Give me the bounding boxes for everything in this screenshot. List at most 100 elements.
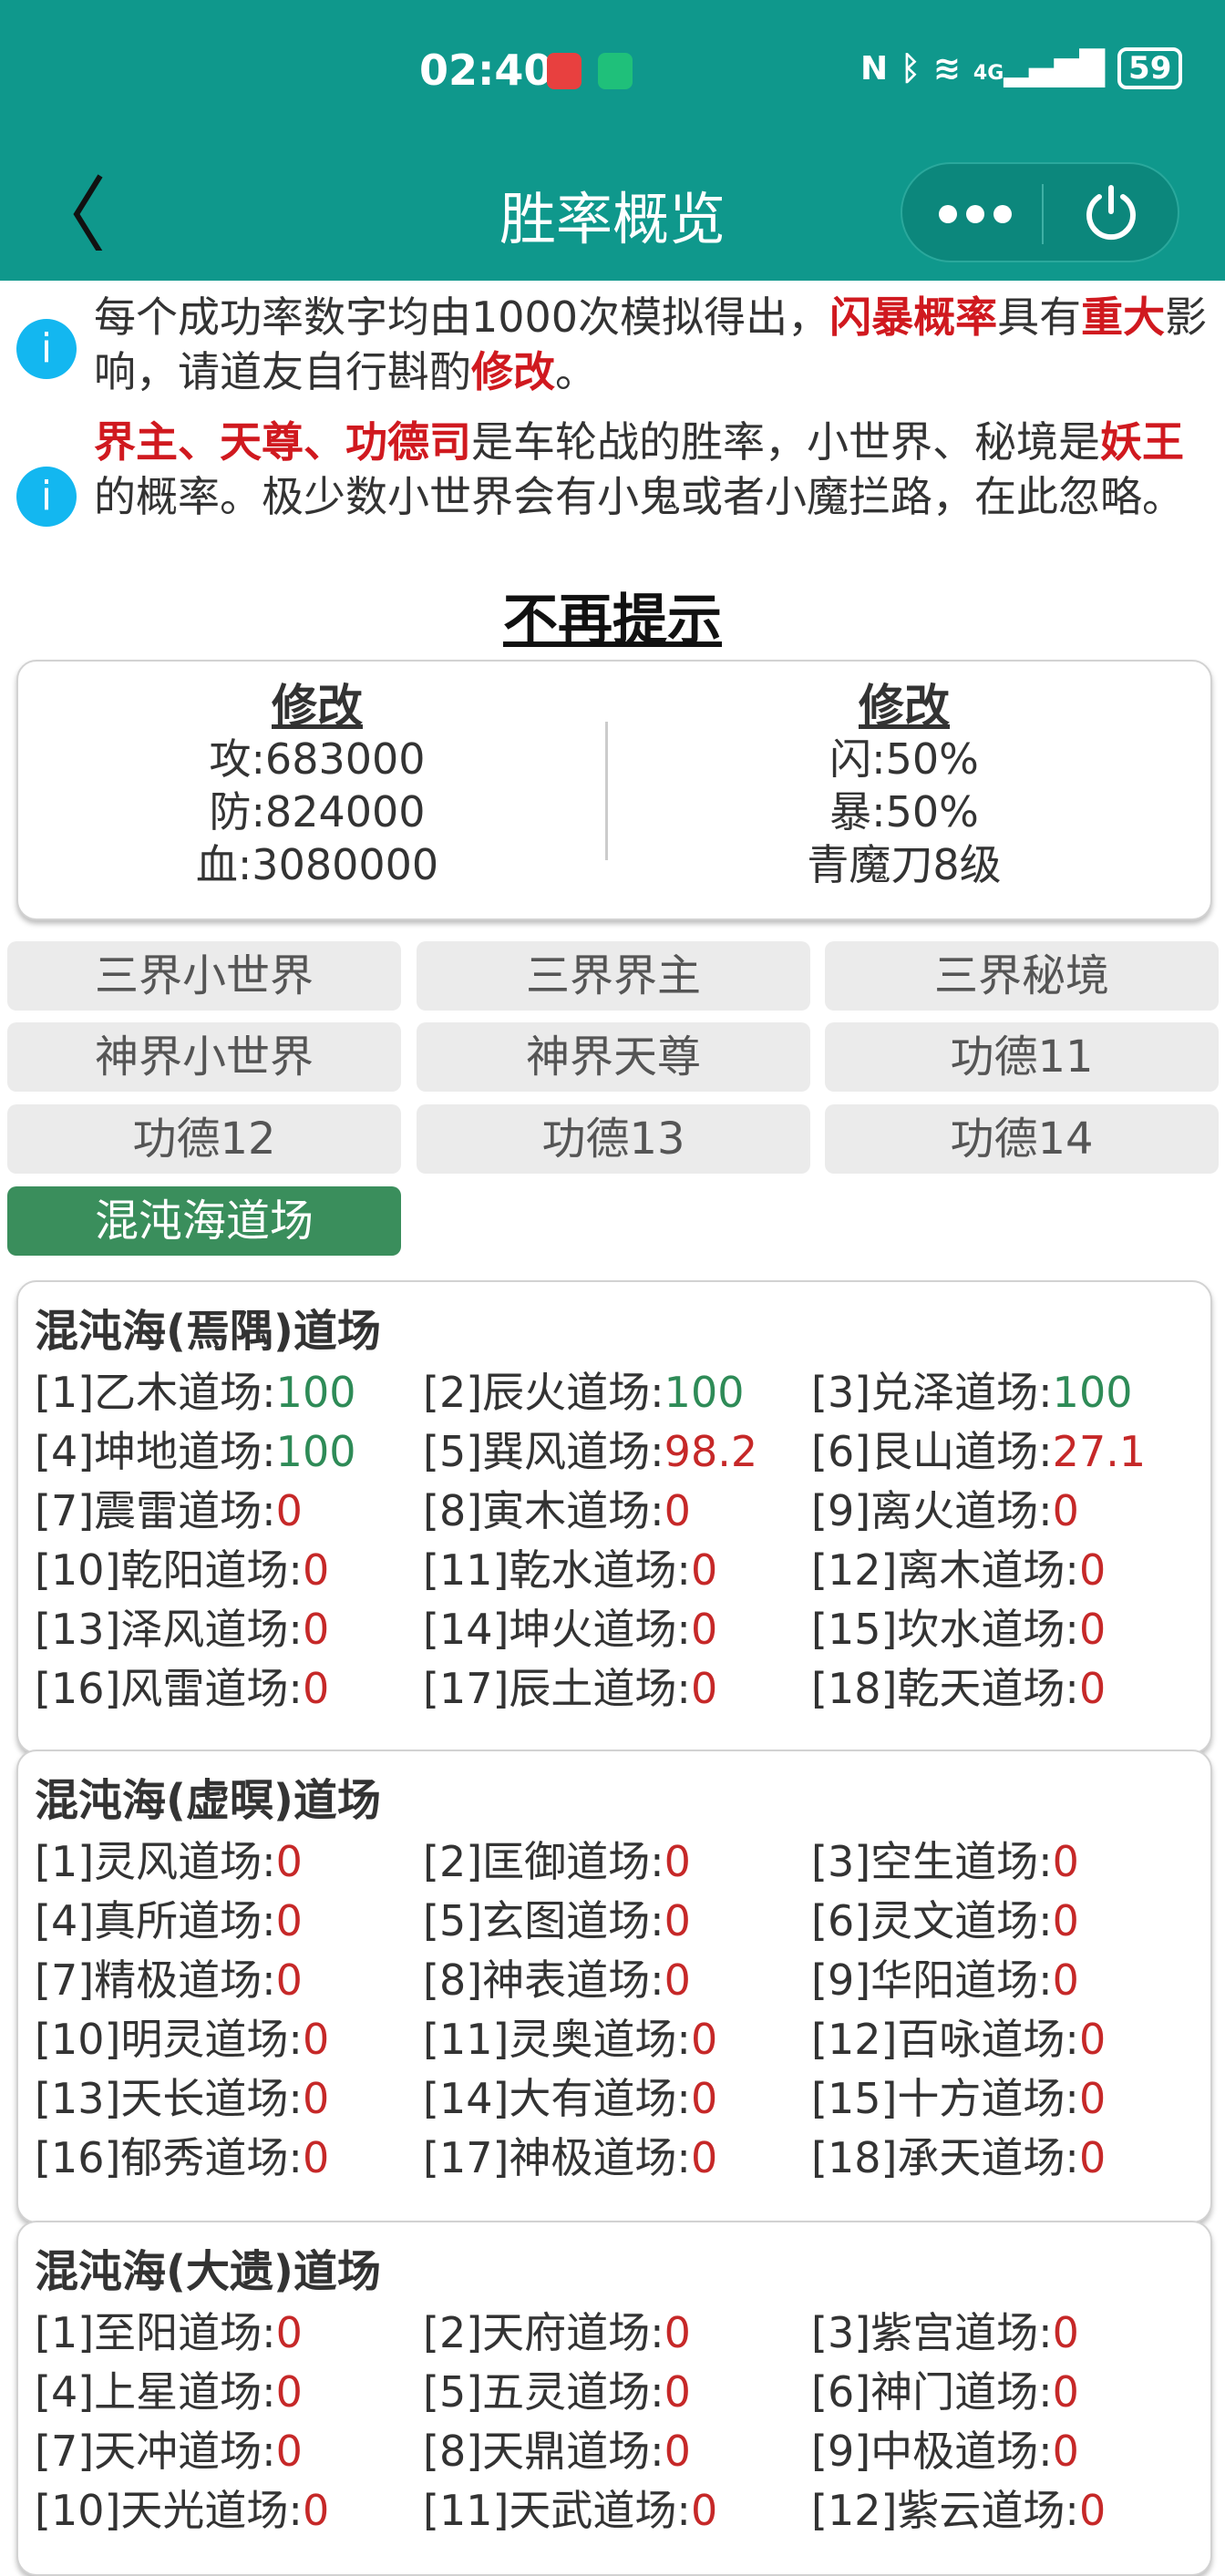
emphasis-text: 闪暴概率 <box>829 292 998 342</box>
dojo-name: [3]兑泽道场: <box>811 1368 1053 1417</box>
win-rate-value: 0 <box>664 1955 691 2005</box>
dojo-section-card: 混沌海(虚暝)道场 [1]灵风道场:0 [2]匡御道场:0 [3]空生道场:0 [4]真… <box>16 1750 1212 2223</box>
dojo-name: [13]天长道场: <box>35 2074 303 2123</box>
dojo-item: [13]泽风道场:0 <box>35 1596 329 1657</box>
chevron-left-icon[interactable] <box>64 169 118 251</box>
wifi-6-icon: ≋ <box>932 49 961 87</box>
win-rate-value: 0 <box>664 2367 691 2417</box>
dojo-name: [2]天府道场: <box>423 2308 664 2357</box>
dojo-name: [7]天冲道场: <box>35 2427 276 2476</box>
win-rate-value: 27.1 <box>1052 1427 1147 1476</box>
win-rate-value: 0 <box>664 2308 691 2357</box>
dojo-name: [17]神极道场: <box>423 2133 691 2182</box>
tab-6[interactable]: 功德11 <box>825 1022 1219 1092</box>
dojo-name: [14]大有道场: <box>423 2074 691 2123</box>
dojo-name: [1]乙木道场: <box>35 1368 276 1417</box>
column-divider <box>605 722 608 860</box>
tab-3[interactable]: 三界秘境 <box>825 941 1219 1011</box>
weapon-level: 青魔刀8级 <box>807 840 1002 889</box>
dojo-name: [10]明灵道场: <box>35 2015 303 2064</box>
tab-1[interactable]: 三界小世界 <box>7 941 401 1011</box>
notice-text: 具有 <box>997 292 1082 342</box>
dojo-name: [6]神门道场: <box>811 2367 1053 2417</box>
win-rate-value: 0 <box>302 2015 330 2064</box>
win-rate-value: 0 <box>1052 1896 1079 1945</box>
dojo-item: [1]乙木道场:100 <box>35 1360 355 1420</box>
dojo-item: [1]至阳道场:0 <box>35 2300 303 2360</box>
win-rate-value: 0 <box>1052 1837 1079 1886</box>
tab-7[interactable]: 功德12 <box>7 1104 401 1174</box>
dojo-item: [17]辰土道场:0 <box>423 1656 717 1716</box>
dojo-item: [4]真所道场:0 <box>35 1888 303 1948</box>
dojo-item: [5]巽风道场:98.2 <box>423 1419 757 1479</box>
win-rate-value: 0 <box>1052 1486 1079 1535</box>
win-rate-value: 0 <box>275 2308 303 2357</box>
win-rate-value: 0 <box>690 2133 718 2182</box>
win-rate-value: 100 <box>275 1427 356 1476</box>
huawei-app-icon <box>547 53 582 89</box>
dojo-name: [9]华阳道场: <box>811 1955 1053 2005</box>
win-rate-value: 0 <box>275 1837 303 1886</box>
dojo-name: [16]风雷道场: <box>35 1664 303 1713</box>
dojo-name: [15]坎水道场: <box>811 1605 1079 1654</box>
dojo-name: [1]灵风道场: <box>35 1837 276 1886</box>
win-rate-value: 0 <box>664 1837 691 1886</box>
tab-5[interactable]: 神界天尊 <box>417 1022 810 1092</box>
win-rate-value: 0 <box>690 2486 718 2535</box>
4g-signal-icon: 4G▂▄▆█ <box>973 49 1106 87</box>
edit-rates-link[interactable]: 修改 <box>859 680 950 733</box>
notice-text: 是车轮战的胜率，小世界、秘境是 <box>471 417 1100 467</box>
more-dots-icon[interactable] <box>939 200 1012 228</box>
dojo-name: [9]离火道场: <box>811 1486 1053 1535</box>
dojo-item: [11]灵奥道场:0 <box>423 2006 717 2067</box>
dojo-name: [5]巽风道场: <box>423 1427 664 1476</box>
dojo-name: [2]辰火道场: <box>423 1368 664 1417</box>
dojo-name: [11]乾水道场: <box>423 1545 691 1595</box>
win-rate-value: 0 <box>1078 1545 1107 1595</box>
edit-rates-column: 修改 闪:50% 暴:50% 青魔刀8级 <box>605 680 1203 891</box>
dojo-name: [11]天武道场: <box>423 2486 691 2535</box>
win-rate-value: 0 <box>302 1605 330 1654</box>
dojo-name: [6]艮山道场: <box>811 1427 1053 1476</box>
dojo-name: [7]精极道场: <box>35 1955 276 2005</box>
dojo-item: [10]明灵道场:0 <box>35 2006 329 2067</box>
tab-9[interactable]: 功德14 <box>825 1104 1219 1174</box>
capsule-divider <box>1042 184 1044 244</box>
tab-8[interactable]: 功德13 <box>417 1104 810 1174</box>
win-rate-value: 98.2 <box>664 1427 758 1476</box>
dojo-item: [2]辰火道场:100 <box>423 1360 744 1420</box>
tab-2[interactable]: 三界界主 <box>417 941 810 1011</box>
win-rate-value: 0 <box>690 2015 718 2064</box>
dojo-item: [3]空生道场:0 <box>811 1829 1079 1889</box>
win-rate-value: 0 <box>302 1545 330 1595</box>
defense-value: 防:824000 <box>209 787 426 836</box>
notice-text: 影响，请道友自行斟酌 <box>94 292 1208 396</box>
win-rate-value: 0 <box>1052 2367 1079 2417</box>
dojo-item: [8]寅木道场:0 <box>423 1478 691 1538</box>
dojo-item: [12]离木道场:0 <box>811 1537 1106 1597</box>
battery-icon: 59 <box>1117 47 1183 89</box>
edit-stats-link[interactable]: 修改 <box>272 680 363 733</box>
tab-4[interactable]: 神界小世界 <box>7 1022 401 1092</box>
dojo-name: [17]辰土道场: <box>423 1664 691 1713</box>
dojo-item: [15]十方道场:0 <box>811 2066 1106 2126</box>
tab-10[interactable]: 混沌海道场 <box>7 1186 401 1256</box>
win-rate-value: 0 <box>1052 2427 1079 2476</box>
dismiss-tips-link[interactable]: 不再提示 <box>503 589 722 652</box>
dojo-item: [18]乾天道场:0 <box>811 1656 1106 1716</box>
hp-value: 血:3080000 <box>195 840 439 889</box>
win-rate-value: 0 <box>690 1605 718 1654</box>
dojo-item: [3]紫宫道场:0 <box>811 2300 1079 2360</box>
info-icon: i <box>16 467 77 527</box>
win-rate-value: 0 <box>302 1664 330 1713</box>
win-rate-value: 0 <box>1078 1664 1107 1713</box>
dojo-item: [14]坤火道场:0 <box>423 1596 717 1657</box>
dojo-name: [6]灵文道场: <box>811 1896 1053 1945</box>
dojo-item: [7]震雷道场:0 <box>35 1478 303 1538</box>
dojo-item: [11]乾水道场:0 <box>423 1537 717 1597</box>
dojo-item: [3]兑泽道场:100 <box>811 1360 1132 1420</box>
section-title: 混沌海(大遗)道场 <box>35 2246 381 2297</box>
power-icon[interactable] <box>1081 184 1141 244</box>
dojo-name: [1]至阳道场: <box>35 2308 276 2357</box>
edit-stats-column: 修改 攻:683000 防:824000 血:3080000 <box>18 680 616 891</box>
